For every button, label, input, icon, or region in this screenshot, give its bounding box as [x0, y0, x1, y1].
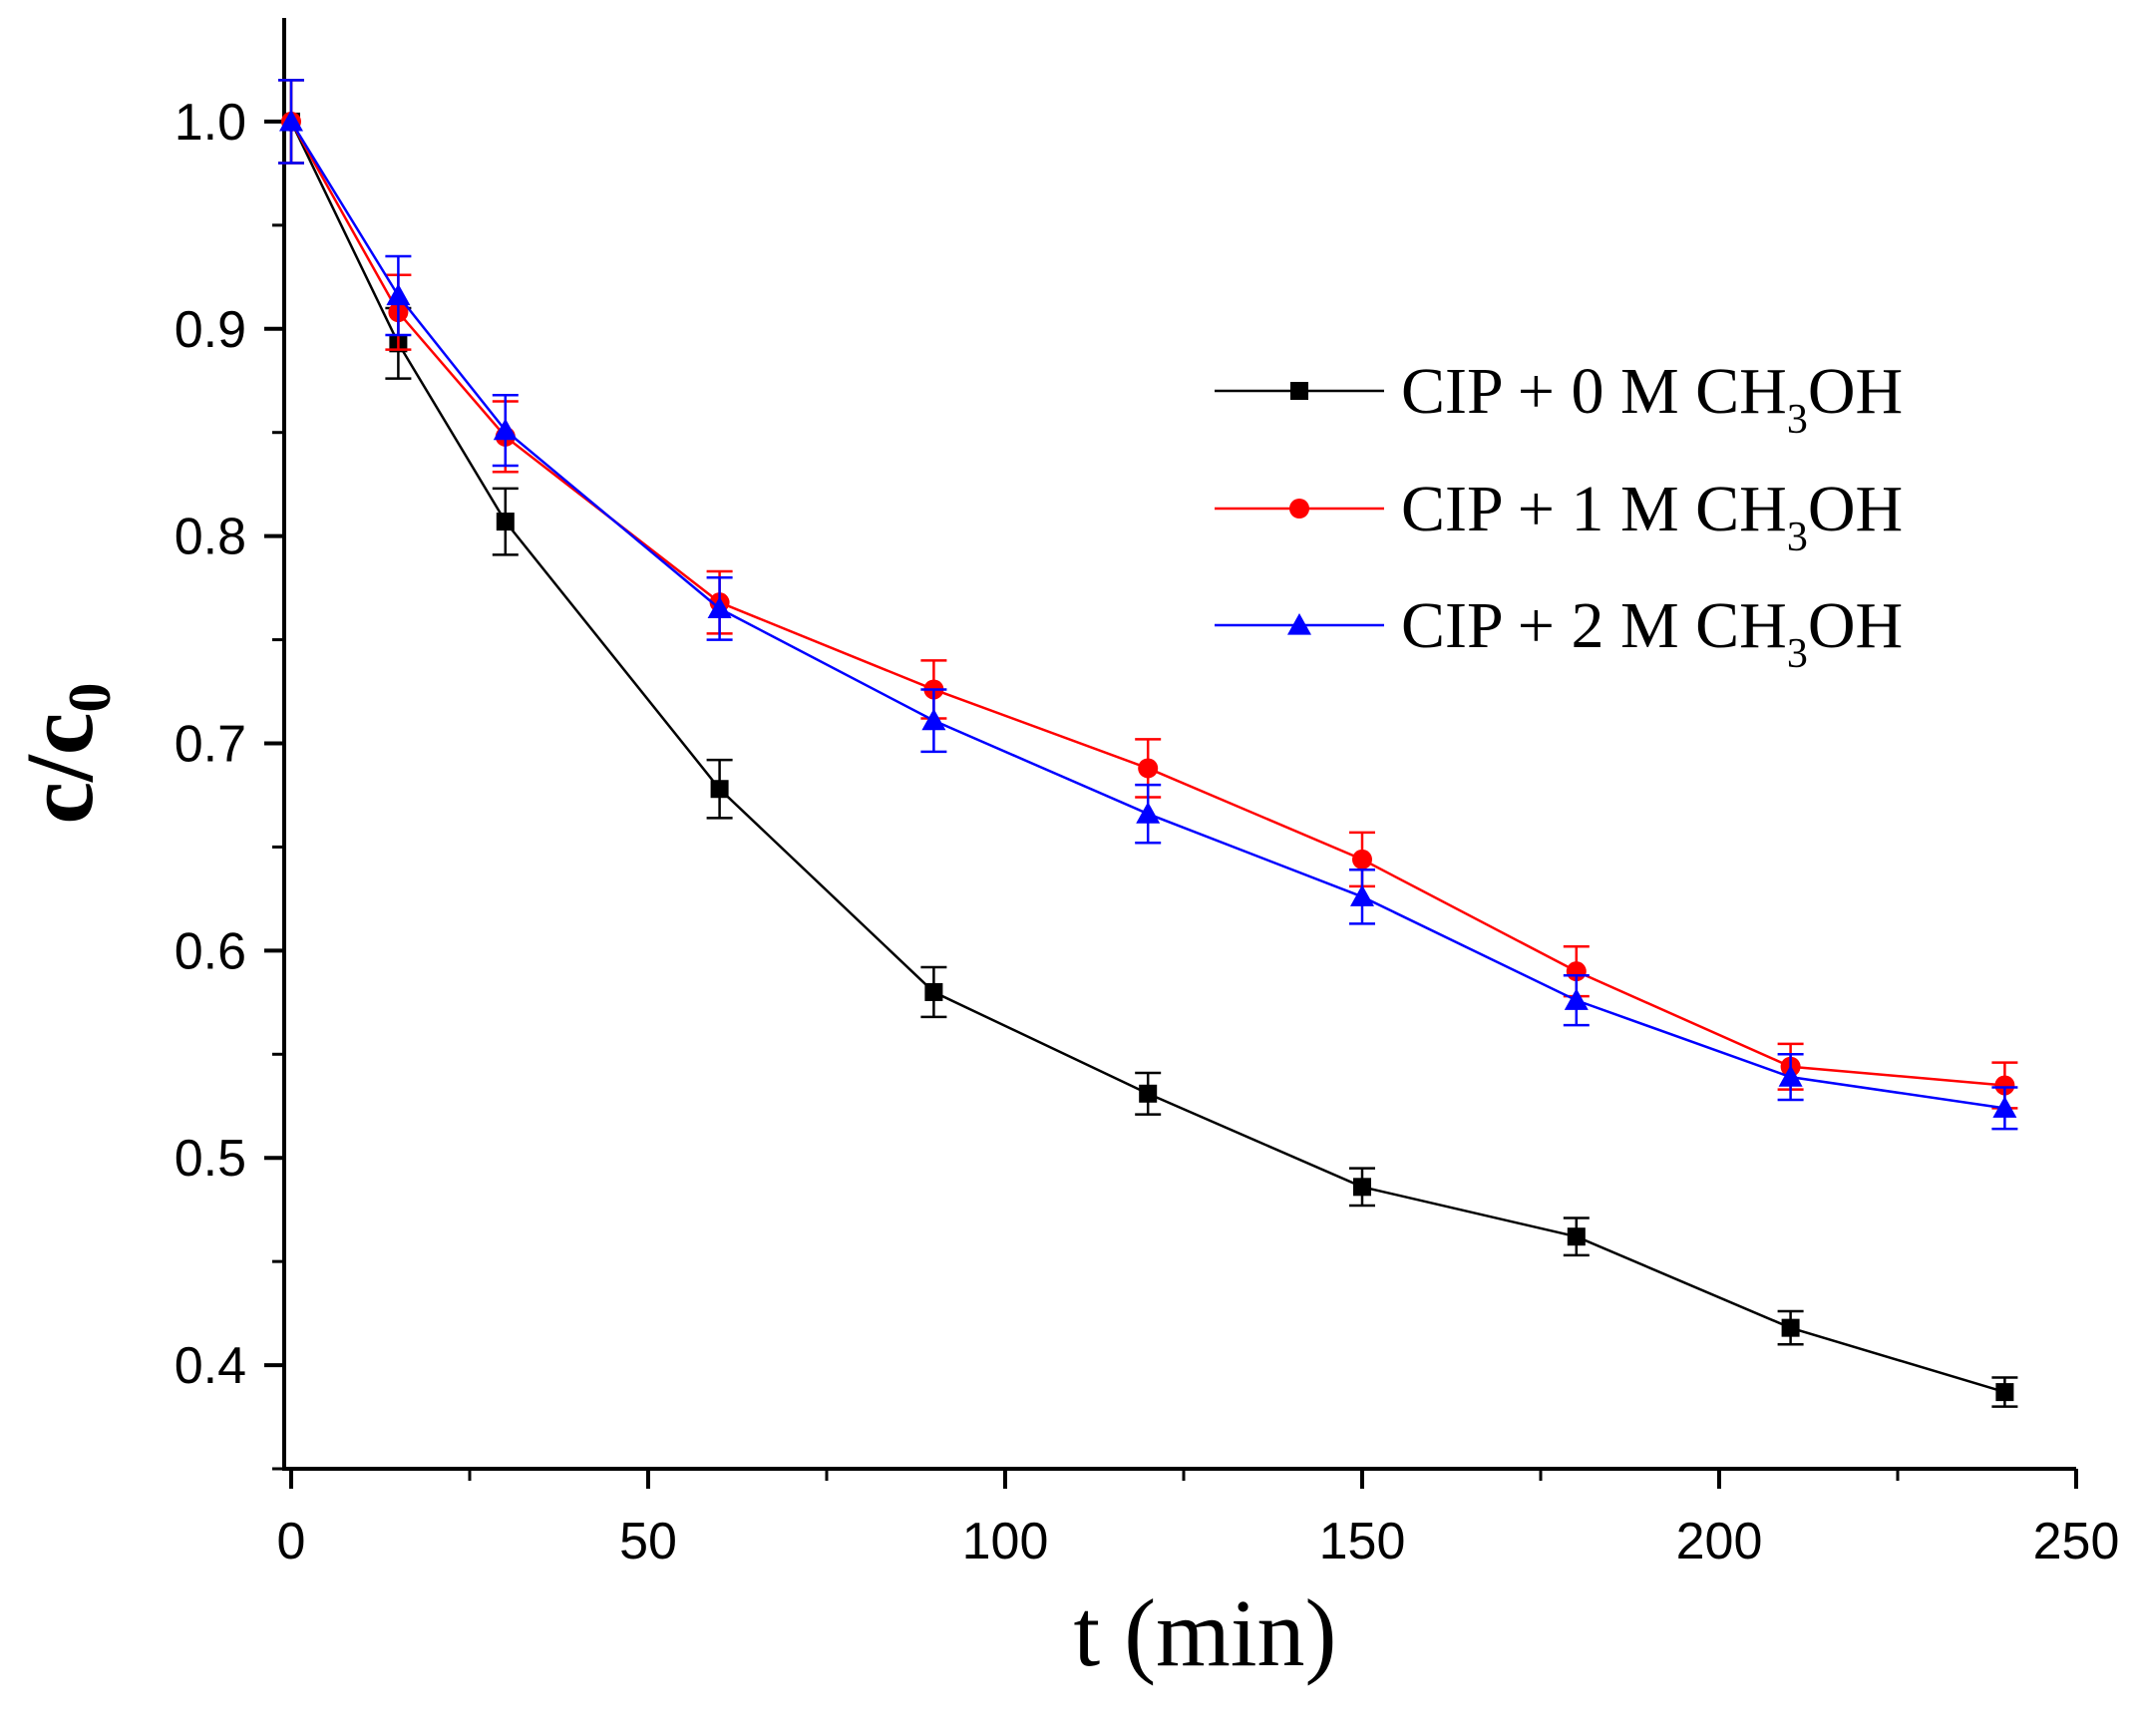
y-tick-label: 0.8 [175, 509, 246, 566]
legend-marker [1287, 613, 1311, 635]
legend-label: CIP + 0 M CH3OH [1401, 355, 1903, 443]
series-line [289, 121, 2005, 1394]
data-point [1350, 884, 1374, 906]
data-point [924, 982, 943, 1001]
x-tick-label: 0 [277, 1513, 306, 1570]
tick-marks [264, 119, 2078, 1489]
series-line [289, 121, 2005, 1087]
data-point [1992, 1096, 2017, 1118]
legend-label: CIP + 2 M CH3OH [1401, 589, 1903, 677]
legend-item-2: CIP + 2 M CH3OH [1215, 589, 1903, 677]
data-point [1136, 802, 1161, 824]
y-tick-label: 0.9 [175, 301, 246, 359]
tick-labels: 0 50 100 150 200 250 0.4 0.5 0.6 0.7 0.8 0.9 1.0 [175, 94, 2120, 1570]
y-axis-title: c/c0 [6, 683, 123, 825]
y-tick-label: 0.6 [175, 922, 246, 980]
x-tick-label: 50 [619, 1513, 677, 1570]
data-point [1353, 1178, 1371, 1197]
legend-item-0: CIP + 0 M CH3OH [1215, 355, 1903, 443]
data-point [1352, 849, 1372, 869]
y-tick-label: 0.4 [175, 1337, 246, 1395]
x-tick-label: 200 [1676, 1513, 1763, 1570]
x-tick-label: 150 [1319, 1513, 1406, 1570]
legend: CIP + 0 M CH3OH CIP + 1 M CH3OH CIP + 2 M … [1215, 355, 1903, 677]
data-point [1778, 1065, 1803, 1087]
series-line [289, 121, 2005, 1110]
axes [282, 18, 2076, 1471]
legend-item-1: CIP + 1 M CH3OH [1215, 473, 1903, 560]
x-tick-label: 250 [2033, 1513, 2120, 1570]
y-tick-label: 1.0 [175, 94, 246, 152]
data-point [1995, 1383, 2014, 1402]
y-axis-title-main: c/c [6, 713, 113, 825]
data-point [710, 780, 729, 799]
data-point [1138, 758, 1159, 779]
data-point [279, 109, 303, 132]
x-axis-title: t (min) [1074, 1579, 1337, 1686]
data-point [496, 513, 515, 531]
data-point [1781, 1318, 1800, 1337]
data-point [921, 708, 946, 731]
legend-marker [1289, 499, 1309, 519]
series-2 [278, 79, 2018, 1131]
y-tick-label: 0.7 [175, 716, 246, 774]
legend-marker [1290, 382, 1308, 400]
y-tick-label: 0.5 [175, 1130, 246, 1188]
x-tick-label: 100 [962, 1513, 1049, 1570]
data-point [1567, 1227, 1586, 1246]
data-point [1564, 988, 1589, 1010]
data-point [707, 596, 732, 618]
data-point [1139, 1084, 1158, 1103]
data-point [1994, 1075, 2015, 1096]
y-axis-title-subscript: 0 [57, 683, 123, 713]
legend-label: CIP + 1 M CH3OH [1401, 473, 1903, 560]
data-point [493, 418, 518, 441]
data-point [386, 283, 411, 306]
series-layer [278, 79, 2018, 1408]
